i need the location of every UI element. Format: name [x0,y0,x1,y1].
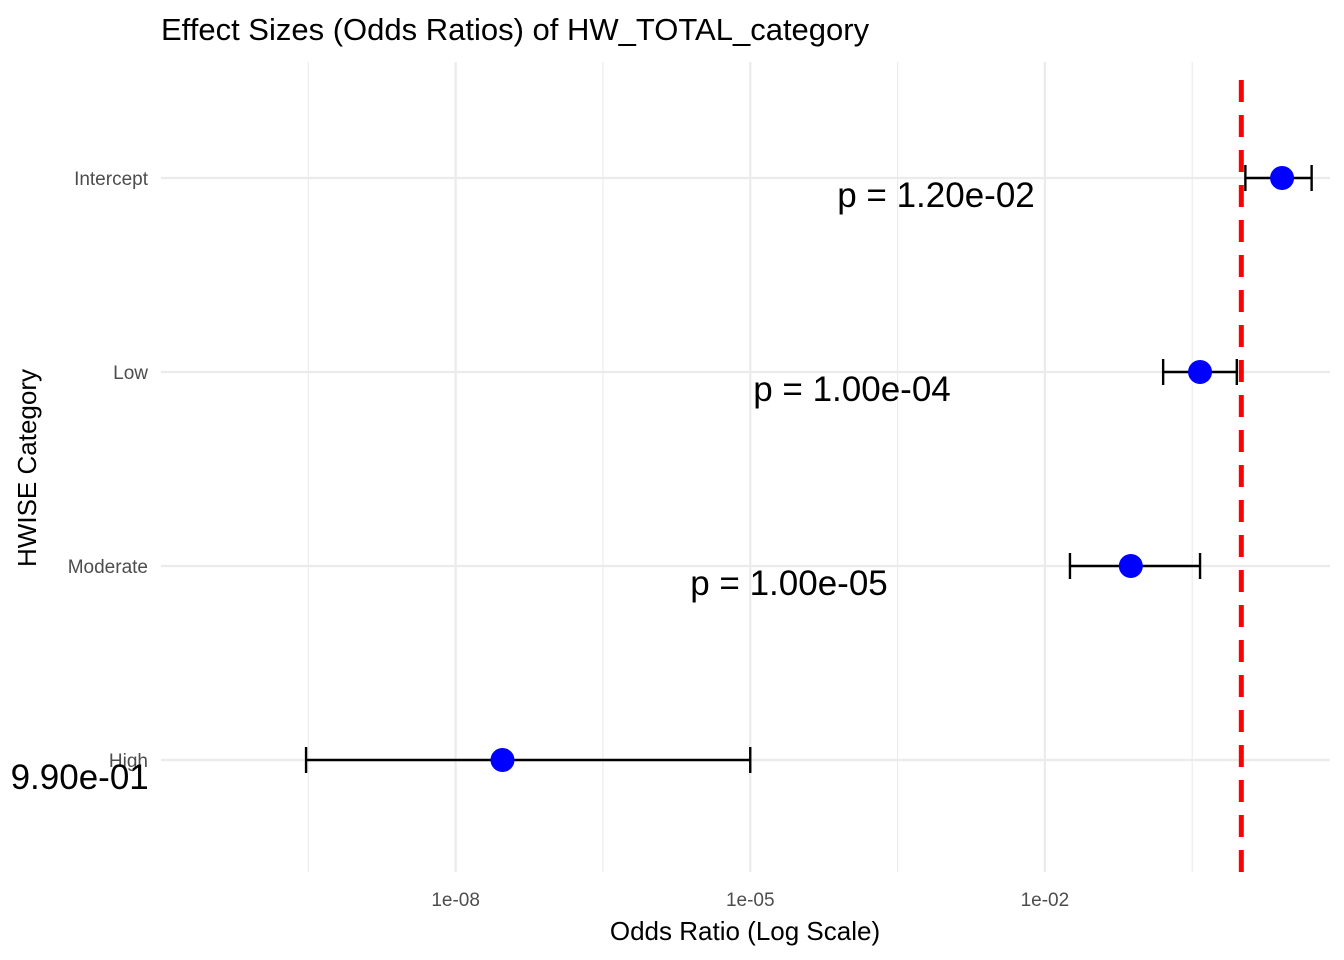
labels-layer: 1e-08 1e-05 1e-02InterceptLowModerateHighp… [0,169,1069,911]
p-value-label-high: p = 9.90e-01 [0,758,149,797]
grid-layer [161,62,1330,872]
p-value-label-intercept: p = 1.20e-02 [837,176,1035,215]
point-high [490,748,515,772]
point-intercept [1270,166,1295,190]
point-moderate [1118,554,1143,578]
y-tick-label-low: Low [113,363,148,384]
marks-layer [304,165,1313,773]
p-value-label-low: p = 1.00e-04 [753,370,951,409]
point-low [1188,360,1213,384]
y-axis-title: HWISE Category [12,369,42,567]
x-axis-title: Odds Ratio (Log Scale) [610,916,880,946]
y-tick-label-high: High [109,751,148,772]
y-tick-label-moderate: Moderate [68,557,148,578]
y-tick-label-intercept: Intercept [74,169,149,190]
p-value-label-moderate: p = 1.00e-05 [690,564,888,603]
x-tick-label-2: 1e-02 [1021,890,1070,911]
x-tick-label-1: 1e-05 [726,890,775,911]
x-tick-label-0: 1e-08 [431,890,480,911]
chart-title: Effect Sizes (Odds Ratios) of HW_TOTAL_c… [161,12,870,47]
